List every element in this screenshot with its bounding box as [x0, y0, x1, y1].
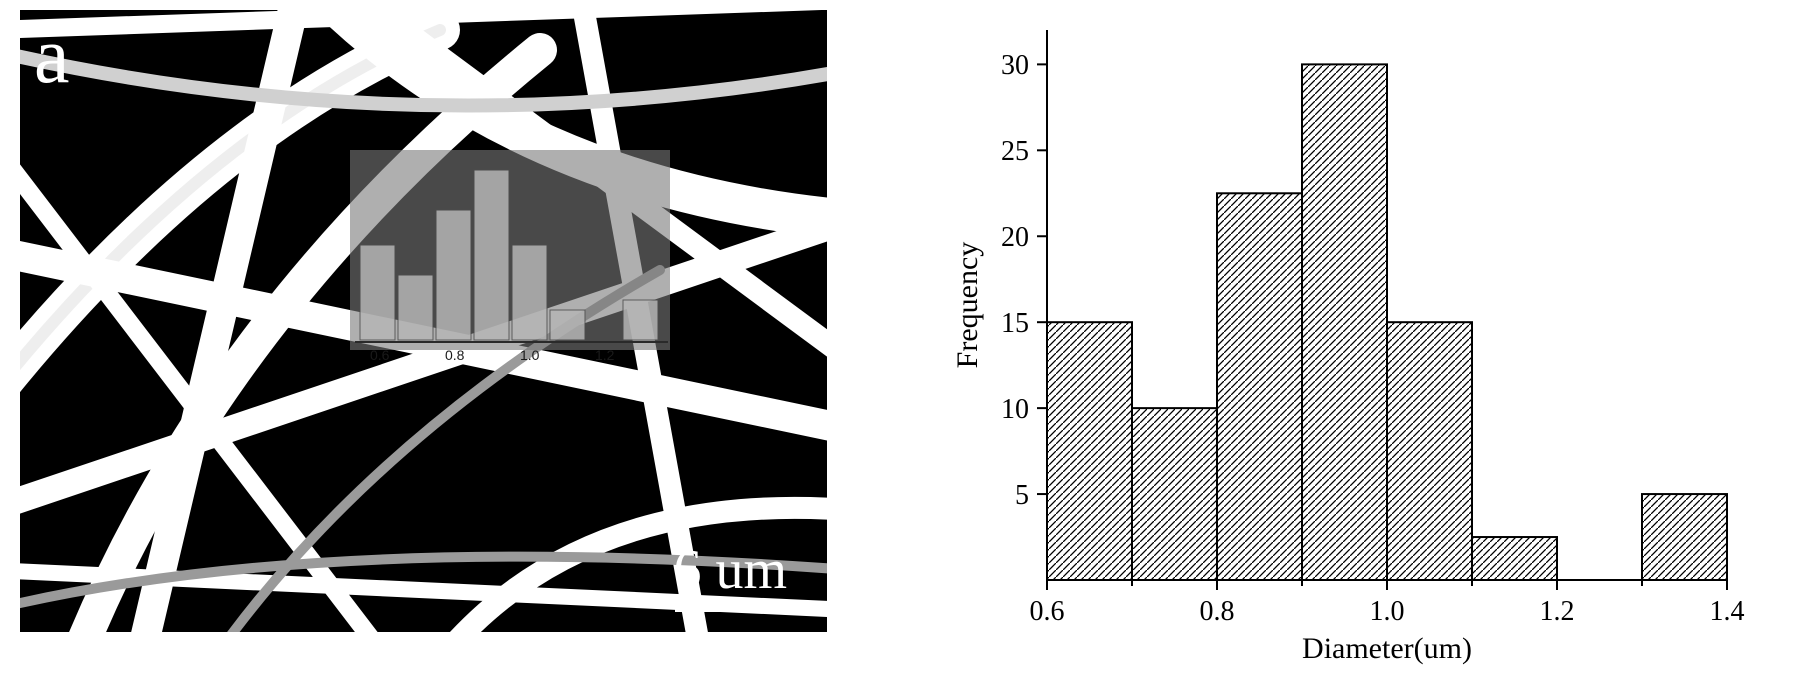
y-tick-label: 25: [1001, 136, 1029, 167]
scale-bar-line: [675, 602, 785, 612]
x-tick-label: 1.2: [1540, 596, 1575, 627]
y-tick-label: 30: [1001, 50, 1029, 81]
x-tick-label: 1.0: [1370, 596, 1405, 627]
y-tick-label: 10: [1001, 394, 1029, 425]
histogram-bar: [1387, 322, 1472, 580]
histogram-svg: 5 10 15 20 25 30 0.6 0.8 1.0 1.2 1.4 Diameter(um) Fr…: [937, 10, 1757, 670]
y-tick-label: 20: [1001, 222, 1029, 253]
y-tick-label: 15: [1001, 308, 1029, 339]
x-tick-label: 0.8: [1200, 596, 1235, 627]
histogram-bar: [1217, 193, 1302, 580]
svg-text:1.2: 1.2: [595, 347, 615, 363]
y-axis-label: Frequency: [951, 242, 984, 369]
histogram-bar: [1472, 537, 1557, 580]
y-tick-label: 5: [1015, 480, 1029, 511]
histogram-panel: 5 10 15 20 25 30 0.6 0.8 1.0 1.2 1.4 Diameter(um) Fr…: [937, 10, 1757, 670]
histogram-bar: [1302, 64, 1387, 580]
x-tick-label: 1.4: [1710, 596, 1745, 627]
scale-bar-label: 6 um: [673, 542, 787, 598]
svg-text:1.0: 1.0: [520, 347, 540, 363]
x-axis-label: Diameter(um): [1302, 632, 1472, 665]
histogram-bar: [1047, 322, 1132, 580]
scale-bar: 6 um: [673, 542, 787, 612]
histogram-bar: [1132, 408, 1217, 580]
x-tick-label: 0.6: [1030, 596, 1065, 627]
sem-inset-chart: 0.6 0.8 1.0 1.2: [350, 150, 670, 363]
svg-text:0.6: 0.6: [370, 347, 390, 363]
svg-text:0.8: 0.8: [445, 347, 465, 363]
panel-label-a: a: [34, 16, 70, 96]
histogram-bar: [1642, 494, 1727, 580]
sem-image: a: [20, 10, 827, 632]
